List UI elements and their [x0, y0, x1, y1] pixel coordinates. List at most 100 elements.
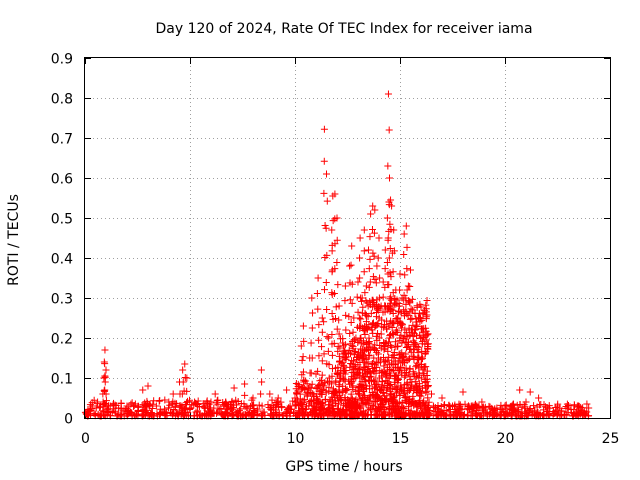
- data-point: [347, 350, 355, 358]
- data-point: [286, 410, 294, 418]
- data-point: [501, 402, 509, 410]
- data-point: [318, 405, 326, 413]
- data-point: [322, 224, 330, 232]
- data-point: [349, 328, 357, 336]
- data-point: [367, 323, 375, 331]
- data-point: [379, 308, 387, 316]
- data-point: [365, 265, 373, 273]
- data-point: [394, 371, 402, 379]
- data-point: [386, 174, 393, 182]
- data-point: [346, 262, 354, 270]
- data-point: [323, 197, 331, 205]
- data-point: [502, 401, 510, 409]
- data-point: [424, 381, 432, 389]
- data-point: [261, 411, 269, 419]
- data-point: [354, 308, 362, 316]
- data-point: [356, 274, 364, 282]
- data-point: [308, 324, 316, 332]
- data-point: [299, 368, 307, 376]
- data-point: [314, 383, 322, 391]
- data-point: [407, 305, 415, 313]
- data-point: [297, 342, 305, 350]
- data-point: [381, 265, 389, 273]
- data-point: [374, 411, 382, 419]
- data-point: [134, 407, 142, 415]
- data-point: [309, 309, 317, 317]
- data-point: [387, 273, 395, 281]
- data-point: [388, 320, 396, 328]
- data-point: [341, 297, 349, 305]
- data-point: [325, 401, 333, 409]
- y-tick-label: 0.7: [51, 132, 73, 148]
- data-point: [409, 352, 417, 360]
- data-point: [241, 391, 249, 399]
- data-point: [424, 383, 432, 391]
- data-point: [385, 405, 393, 413]
- data-point: [438, 394, 446, 402]
- data-point: [196, 411, 204, 419]
- data-point: [357, 315, 365, 323]
- data-point: [360, 388, 368, 396]
- data-point: [486, 410, 494, 418]
- data-point: [404, 341, 412, 349]
- data-point: [336, 396, 344, 404]
- data-point: [543, 406, 551, 414]
- data-point: [403, 380, 411, 388]
- data-point: [406, 398, 414, 406]
- data-point: [319, 385, 327, 393]
- data-point: [423, 296, 431, 304]
- data-point: [314, 274, 322, 282]
- data-point: [513, 407, 521, 415]
- data-point: [370, 377, 378, 385]
- data-point: [325, 387, 333, 395]
- data-point: [400, 373, 408, 381]
- data-point: [92, 404, 100, 412]
- data-point: [341, 354, 349, 362]
- data-point: [418, 340, 426, 348]
- data-point: [156, 409, 164, 417]
- data-point: [291, 394, 299, 402]
- data-point: [356, 394, 364, 402]
- y-tick-label: 0.1: [51, 372, 73, 388]
- data-point: [332, 364, 340, 372]
- data-point: [369, 367, 377, 375]
- data-point: [178, 390, 186, 398]
- data-point: [96, 403, 104, 411]
- data-point: [361, 330, 369, 338]
- data-point: [328, 393, 336, 401]
- data-point: [377, 344, 385, 352]
- data-point: [375, 403, 383, 411]
- data-point: [341, 370, 349, 378]
- data-point: [545, 411, 553, 419]
- data-point: [369, 402, 377, 410]
- data-point: [333, 404, 341, 412]
- data-point: [363, 385, 371, 393]
- data-point: [347, 411, 355, 419]
- data-point: [274, 397, 282, 405]
- data-point: [408, 314, 416, 322]
- data-point: [325, 361, 333, 369]
- data-point: [332, 303, 340, 311]
- data-point: [128, 399, 136, 407]
- data-point: [412, 332, 420, 340]
- x-tick-label: 10: [287, 431, 305, 447]
- data-point: [345, 400, 353, 408]
- data-point: [491, 406, 498, 414]
- data-point: [183, 387, 191, 395]
- data-point: [354, 338, 362, 346]
- data-point: [103, 408, 111, 416]
- data-point: [387, 390, 395, 398]
- data-point: [152, 402, 160, 410]
- data-point: [386, 244, 394, 252]
- data-point: [365, 377, 373, 385]
- data-point: [396, 391, 404, 399]
- data-point: [315, 336, 323, 344]
- data-point: [509, 401, 517, 409]
- data-point: [385, 281, 393, 289]
- data-point: [372, 279, 380, 287]
- data-point: [535, 394, 543, 402]
- data-point: [323, 170, 330, 178]
- x-tick-label: 5: [186, 431, 195, 447]
- x-tick-label: 15: [392, 431, 410, 447]
